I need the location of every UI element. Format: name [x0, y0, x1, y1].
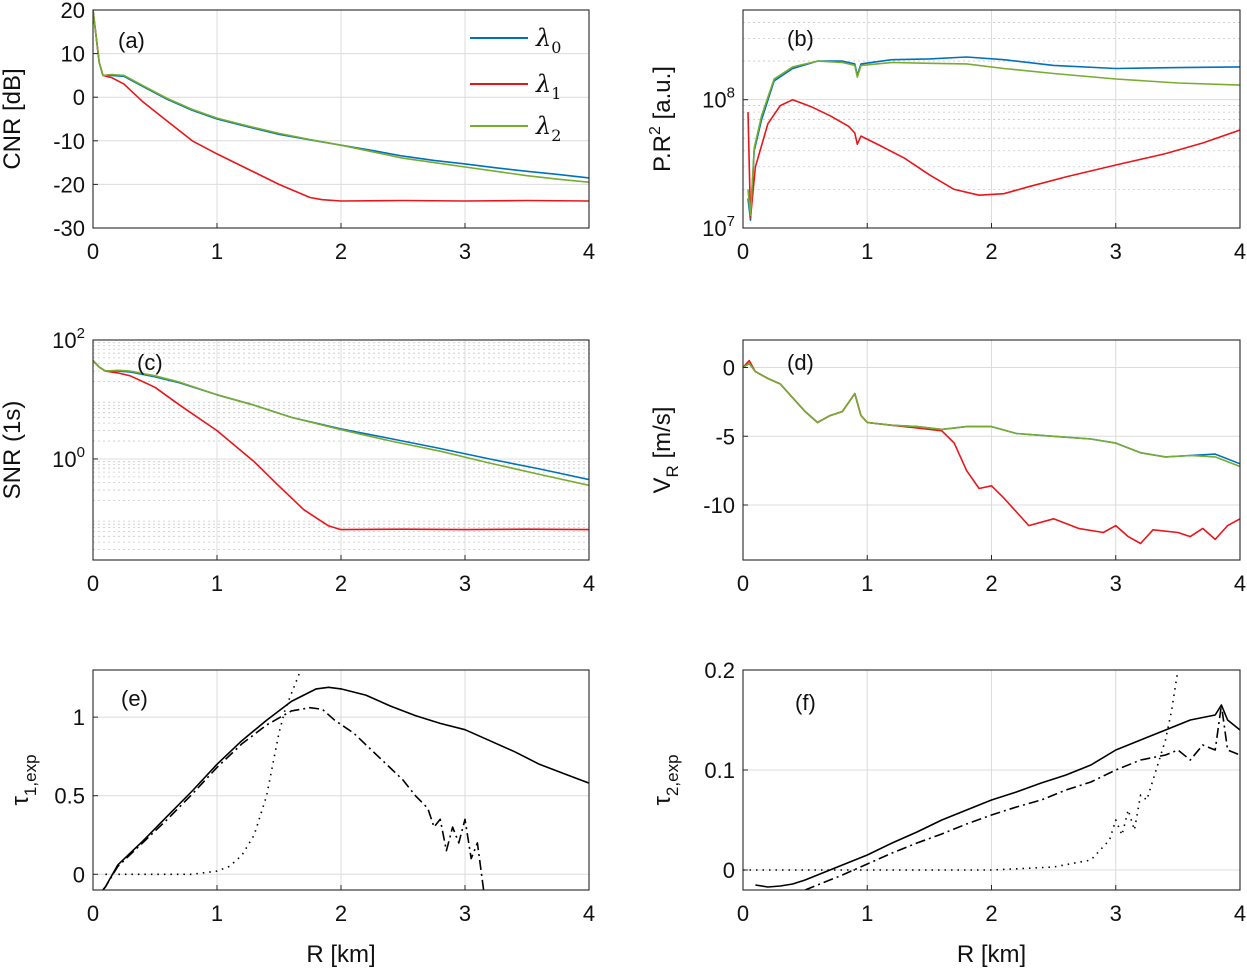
x-axis-label: R [km]	[957, 941, 1026, 968]
legend-label: λ2	[535, 112, 561, 145]
y-axis-label: τ1,exp	[7, 754, 40, 805]
x-tick-label: 4	[1234, 901, 1246, 926]
y-axis-label: CNR [dB]	[0, 68, 26, 169]
y-tick-label: 0	[723, 356, 735, 381]
y-tick-label: 0.1	[704, 758, 735, 783]
y-tick-label: -20	[53, 172, 85, 197]
x-tick-label: 3	[1110, 571, 1122, 596]
y-tick-label: 0	[723, 858, 735, 883]
panel-c: 0 1 2 3 4 100 102 (c) SNR (1s)	[0, 325, 595, 596]
series-line-e-2	[102, 706, 485, 890]
y-axis-label: SNR (1s)	[0, 401, 26, 500]
x-tick-label: 3	[459, 901, 471, 926]
legend-label: λ0	[535, 24, 561, 57]
legend: λ0 λ1 λ2	[470, 24, 561, 145]
panel-f: 0 1 2 3 4 0 0.1 0.2 (f) τ2,exp R [km]	[649, 658, 1246, 968]
x-tick-label: 2	[985, 901, 997, 926]
x-tick-label: 0	[737, 239, 749, 264]
panel-b: 0 1 2 3 4 107 108 (b) P.R2 [a.u.]	[647, 9, 1246, 264]
y-tick-label: -5	[715, 424, 735, 449]
y-tick-label: -10	[53, 129, 85, 154]
series-line-a-λ0	[93, 10, 589, 179]
panel-d: 0 1 2 3 4 -10 -5 0 (d) VR [m/s]	[649, 339, 1246, 596]
series-line-a-λ1	[93, 10, 589, 202]
x-tick-label: 2	[985, 239, 997, 264]
y-tick-label: 20	[61, 0, 85, 23]
x-tick-label: 2	[335, 239, 347, 264]
x-tick-label: 3	[1110, 901, 1122, 926]
panel-label: (c)	[137, 350, 163, 375]
series-line-c-λ1	[93, 360, 589, 531]
y-tick-label: 1	[73, 705, 85, 730]
y-tick-label: 0.5	[54, 784, 85, 809]
x-tick-label: 1	[861, 239, 873, 264]
series-line-d-λ2	[743, 362, 1240, 468]
panel-e: 0 1 2 3 4 0 0.5 1 (e) τ1,exp R [km]	[7, 669, 595, 968]
y-tick-label: 0.2	[704, 658, 735, 683]
x-axis-label: R [km]	[306, 941, 375, 968]
x-tick-label: 2	[335, 901, 347, 926]
panel-label: (f)	[795, 690, 816, 715]
x-tick-label: 0	[87, 239, 99, 264]
series-line-c-λ2	[93, 360, 589, 487]
y-tick-label: 108	[702, 85, 735, 113]
panel-a: 0 1 2 3 4 -30 -20 -10 0 10 20 (a) CNR [dB]	[0, 0, 595, 264]
series-line-e-1	[102, 686, 589, 890]
x-tick-label: 3	[459, 239, 471, 264]
panel-label: (e)	[121, 686, 148, 711]
x-tick-label: 4	[583, 901, 595, 926]
x-tick-label: 2	[985, 571, 997, 596]
panel-label: (b)	[787, 26, 814, 51]
x-tick-label: 4	[1234, 239, 1246, 264]
x-tick-label: 1	[861, 901, 873, 926]
series-line-b-λ2	[747, 60, 1240, 217]
series-line-a-λ2	[93, 10, 589, 183]
x-tick-label: 1	[861, 571, 873, 596]
x-tick-label: 2	[335, 571, 347, 596]
x-tick-label: 4	[1234, 571, 1246, 596]
x-tick-label: 1	[211, 571, 223, 596]
x-tick-label: 3	[459, 571, 471, 596]
x-tick-label: 4	[583, 571, 595, 596]
x-tick-label: 4	[583, 239, 595, 264]
x-tick-label: 0	[737, 571, 749, 596]
x-tick-label: 1	[211, 901, 223, 926]
y-tick-label: 10	[61, 42, 85, 67]
y-tick-label: -30	[53, 216, 85, 241]
panel-label: (a)	[118, 28, 145, 53]
series-line-f-2	[804, 704, 1240, 890]
y-tick-label: -10	[703, 493, 735, 518]
y-tick-label: 100	[52, 444, 85, 472]
panel-label: (d)	[787, 350, 814, 375]
y-axis-label: VR [m/s]	[649, 407, 682, 494]
y-tick-label: 0	[73, 85, 85, 110]
x-tick-label: 0	[87, 571, 99, 596]
x-tick-label: 1	[211, 239, 223, 264]
x-tick-label: 0	[87, 901, 99, 926]
y-axis-label: P.R2 [a.u.]	[647, 66, 676, 172]
series-line-b-λ1	[747, 98, 1240, 219]
y-axis-label: τ2,exp	[649, 754, 682, 805]
series-line-f-1	[755, 704, 1240, 888]
x-tick-label: 0	[737, 901, 749, 926]
y-tick-label: 107	[702, 213, 735, 241]
y-tick-label: 0	[73, 862, 85, 887]
x-tick-label: 3	[1110, 239, 1122, 264]
y-tick-label: 102	[52, 325, 85, 353]
legend-label: λ1	[535, 70, 561, 103]
